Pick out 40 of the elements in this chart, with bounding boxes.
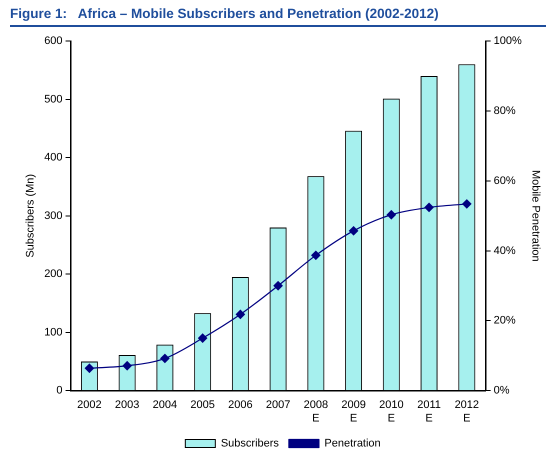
y-tick-label: 600 bbox=[44, 35, 63, 48]
x-tick-label: 2010 E bbox=[379, 399, 404, 424]
x-tick-label: 2011 E bbox=[417, 399, 441, 424]
y2-axis-title: Mobile Penetration bbox=[529, 170, 542, 262]
point bbox=[274, 281, 283, 290]
point bbox=[160, 354, 170, 364]
point bbox=[424, 202, 434, 212]
point bbox=[122, 361, 132, 370]
y2-tick-label: 0% bbox=[494, 384, 510, 397]
y2-tick-label: 80% bbox=[494, 104, 516, 117]
y2-tick-label: 100% bbox=[494, 35, 522, 48]
x-tick-label: 2008 E bbox=[304, 399, 328, 424]
y-tick-label: 400 bbox=[44, 152, 63, 164]
y-tick-label: 200 bbox=[44, 268, 63, 280]
y-axis-title: Subscribers (Mn) bbox=[24, 174, 37, 258]
x-tick-label: 2002 bbox=[77, 399, 102, 412]
legend-label: Penetration bbox=[324, 438, 381, 450]
point bbox=[198, 334, 208, 343]
y2-tick-label: 60% bbox=[494, 174, 516, 187]
x-tick-label: 2012 E bbox=[454, 399, 480, 424]
point bbox=[311, 250, 320, 260]
legend-label: Subscribers bbox=[220, 438, 280, 450]
x-tick-label: 2004 bbox=[152, 399, 178, 412]
point bbox=[462, 199, 472, 209]
y-tick-label: 100 bbox=[44, 326, 63, 338]
y2-tick-label: 40% bbox=[494, 244, 516, 257]
x-tick-label: 2007 bbox=[266, 399, 290, 412]
x-tick-label: 2009 E bbox=[341, 399, 366, 424]
y2-tick-label: 20% bbox=[494, 314, 516, 327]
x-tick-label: 2005 bbox=[190, 399, 215, 412]
y-tick-label: 0 bbox=[56, 384, 63, 397]
chart-title: Figure 1: Africa – Mobile Subscribers and Penetration (2002-2012) bbox=[10, 6, 546, 27]
point bbox=[236, 310, 245, 319]
x-tick-label: 2006 bbox=[228, 399, 253, 412]
x-tick-label: 2003 bbox=[114, 399, 140, 412]
y-tick-label: 300 bbox=[44, 210, 63, 222]
y-tick-label: 500 bbox=[44, 93, 63, 106]
point bbox=[386, 210, 396, 220]
point bbox=[84, 364, 94, 373]
point bbox=[348, 226, 358, 236]
